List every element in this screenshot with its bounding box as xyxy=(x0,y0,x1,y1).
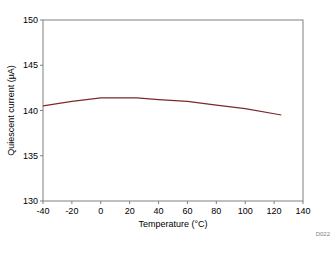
x-tick xyxy=(129,201,130,204)
y-tick xyxy=(40,201,43,202)
x-tick xyxy=(100,201,101,204)
y-tick xyxy=(40,65,43,66)
y-tick-label: 150 xyxy=(23,15,38,25)
x-tick xyxy=(303,201,304,204)
x-tick xyxy=(71,201,72,204)
y-tick-label: 135 xyxy=(23,151,38,161)
plot-frame xyxy=(43,20,303,201)
y-axis-label: Quiescent current (µA) xyxy=(6,65,16,156)
x-tick-label: -40 xyxy=(36,206,49,216)
x-tick xyxy=(274,201,275,204)
y-tick xyxy=(40,20,43,21)
x-tick-label: 120 xyxy=(267,206,282,216)
annotation: D022 xyxy=(316,231,331,237)
x-tick xyxy=(216,201,217,204)
x-tick xyxy=(245,201,246,204)
x-tick-label: 60 xyxy=(182,206,192,216)
y-tick xyxy=(40,155,43,156)
y-tick-label: 130 xyxy=(23,196,38,206)
x-axis-label: Temperature (°C) xyxy=(138,219,207,229)
series-line xyxy=(43,98,281,115)
x-tick-label: -20 xyxy=(65,206,78,216)
x-tick-label: 20 xyxy=(125,206,135,216)
y-tick-label: 140 xyxy=(23,106,38,116)
x-tick-label: 40 xyxy=(154,206,164,216)
chart: -40 -20 0 20 40 60 80 100 120 140 130 135 140 145 150 T… xyxy=(0,0,335,254)
x-tick-label: 100 xyxy=(238,206,253,216)
x-tick-label: 140 xyxy=(295,206,310,216)
x-tick xyxy=(158,201,159,204)
y-tick-label: 145 xyxy=(23,60,38,70)
plot-area xyxy=(43,98,281,115)
x-tick-label: 80 xyxy=(211,206,221,216)
x-tick-label: 0 xyxy=(98,206,103,216)
x-tick xyxy=(187,201,188,204)
y-tick xyxy=(40,110,43,111)
